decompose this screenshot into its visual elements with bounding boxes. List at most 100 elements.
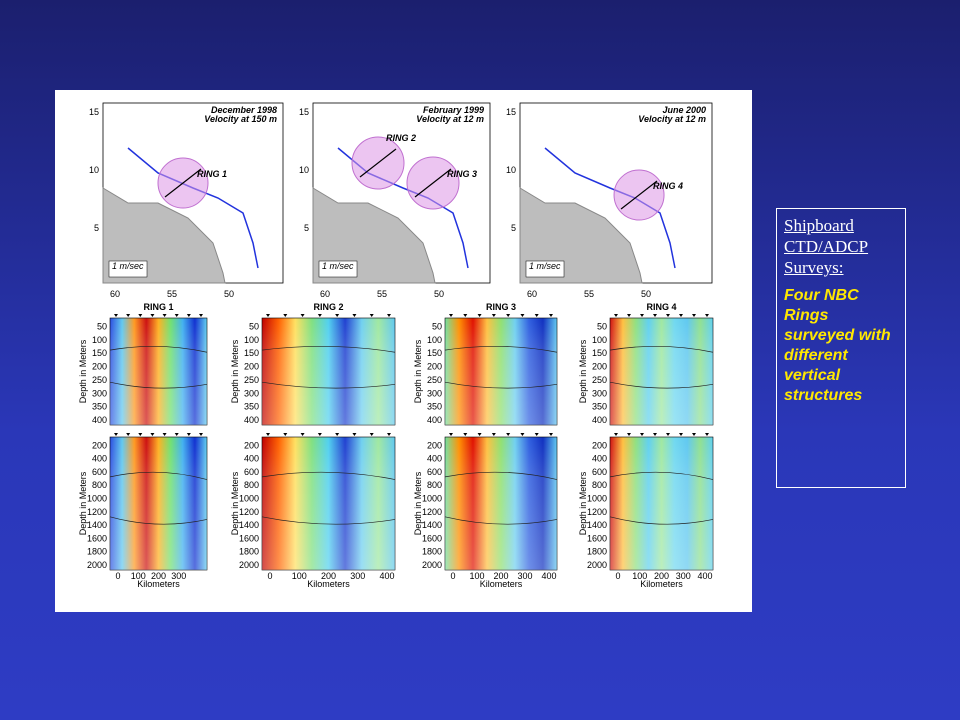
map-y-tick: 10 — [506, 165, 516, 175]
ring-transect — [359, 148, 397, 178]
station-marker — [679, 433, 683, 436]
track — [127, 147, 259, 269]
section-shade — [262, 437, 395, 570]
station-marker — [387, 433, 391, 436]
x-axis-label: Kilometers — [640, 579, 683, 589]
map-y-tick: 15 — [506, 107, 516, 117]
x-tick-label: 100 — [292, 571, 307, 581]
y-tick-label: 350 — [244, 402, 259, 412]
y-tick-label: 400 — [92, 415, 107, 425]
section-title: RING 2 — [313, 302, 343, 312]
map-y-tick: 10 — [299, 165, 309, 175]
x-tick-label: 100 — [632, 571, 647, 581]
station-marker — [150, 314, 155, 317]
contour — [444, 516, 558, 525]
y-tick-label: 100 — [92, 335, 107, 345]
station-marker — [477, 433, 482, 436]
x-axis-label: Kilometers — [307, 579, 350, 589]
x-tick-label: 200 — [493, 571, 508, 581]
station-marker — [150, 433, 155, 436]
station-marker — [162, 314, 167, 317]
y-tick-label: 600 — [592, 467, 607, 477]
station-marker — [335, 433, 340, 436]
station-marker — [199, 433, 203, 436]
y-tick-label: 1800 — [587, 547, 607, 557]
y-tick-label: 50 — [97, 321, 107, 331]
ring-label: RING 3 — [447, 169, 477, 179]
y-tick-label: 1600 — [587, 533, 607, 543]
map-y-tick: 5 — [304, 223, 309, 233]
y-tick-label: 250 — [427, 375, 442, 385]
contour — [609, 516, 714, 525]
section: RING 1 50 100 150 200 250 300 350 400 Depth in Me… — [78, 302, 208, 589]
y-axis-label: Depth in Meters — [230, 471, 240, 535]
contour — [261, 471, 396, 480]
y-tick-label: 350 — [92, 402, 107, 412]
station-marker — [506, 433, 511, 436]
station-marker — [520, 314, 525, 317]
y-tick-label: 300 — [427, 388, 442, 398]
y-tick-label: 150 — [592, 348, 607, 358]
station-marker — [692, 314, 696, 317]
station-marker — [126, 433, 131, 436]
y-tick-label: 400 — [592, 415, 607, 425]
y-tick-label: 50 — [249, 321, 259, 331]
station-marker — [627, 433, 631, 436]
ring-transect — [414, 168, 452, 198]
section-shade — [110, 318, 207, 425]
x-tick-label: 400 — [697, 571, 712, 581]
y-tick-label: 1400 — [87, 520, 107, 530]
station-marker — [449, 314, 453, 317]
station-marker — [666, 314, 670, 317]
scale-label: 1 m/sec — [529, 261, 561, 271]
x-tick-label: 100 — [469, 571, 484, 581]
y-tick-label: 400 — [592, 454, 607, 464]
y-tick-label: 350 — [592, 402, 607, 412]
y-tick-label: 1800 — [422, 547, 442, 557]
x-axis-label: Kilometers — [137, 579, 180, 589]
station-marker — [627, 314, 631, 317]
station-marker — [653, 314, 657, 317]
y-axis-label: Depth in Meters — [413, 471, 423, 535]
section-title: RING 1 — [143, 302, 173, 312]
scale-label: 1 m/sec — [322, 261, 354, 271]
x-tick-label: 400 — [379, 571, 394, 581]
station-marker — [463, 314, 468, 317]
x-tick-label: 0 — [267, 571, 272, 581]
y-tick-label: 50 — [597, 321, 607, 331]
map-title: December 1998 — [211, 105, 277, 115]
station-marker — [705, 433, 709, 436]
map-title: June 2000 — [662, 105, 706, 115]
map-y-tick: 15 — [89, 107, 99, 117]
station-marker — [614, 314, 618, 317]
y-tick-label: 1400 — [422, 520, 442, 530]
station-marker — [653, 433, 657, 436]
map-title: February 1999 — [423, 105, 484, 115]
contour — [609, 471, 714, 480]
y-tick-label: 800 — [244, 480, 259, 490]
y-tick-label: 2000 — [87, 560, 107, 570]
y-tick-label: 200 — [592, 440, 607, 450]
x-tick-label: 0 — [450, 571, 455, 581]
ring-transect — [164, 168, 202, 198]
y-tick-label: 1000 — [87, 494, 107, 504]
contour — [444, 381, 558, 389]
y-tick-label: 1000 — [239, 494, 259, 504]
contour — [109, 381, 208, 389]
station-marker — [640, 314, 644, 317]
y-axis-label: Depth in Meters — [78, 339, 88, 403]
y-tick-label: 400 — [244, 415, 259, 425]
y-axis-label: Depth in Meters — [230, 339, 240, 403]
x-tick-label: 200 — [321, 571, 336, 581]
station-marker — [369, 314, 374, 317]
station-marker — [534, 314, 539, 317]
y-tick-label: 1800 — [87, 547, 107, 557]
map-subtitle: Velocity at 12 m — [416, 114, 484, 124]
map-x-tick: 50 — [641, 289, 651, 299]
x-axis-label: Kilometers — [480, 579, 523, 589]
contour — [261, 345, 396, 353]
station-marker — [162, 433, 167, 436]
map-x-tick: 55 — [584, 289, 594, 299]
